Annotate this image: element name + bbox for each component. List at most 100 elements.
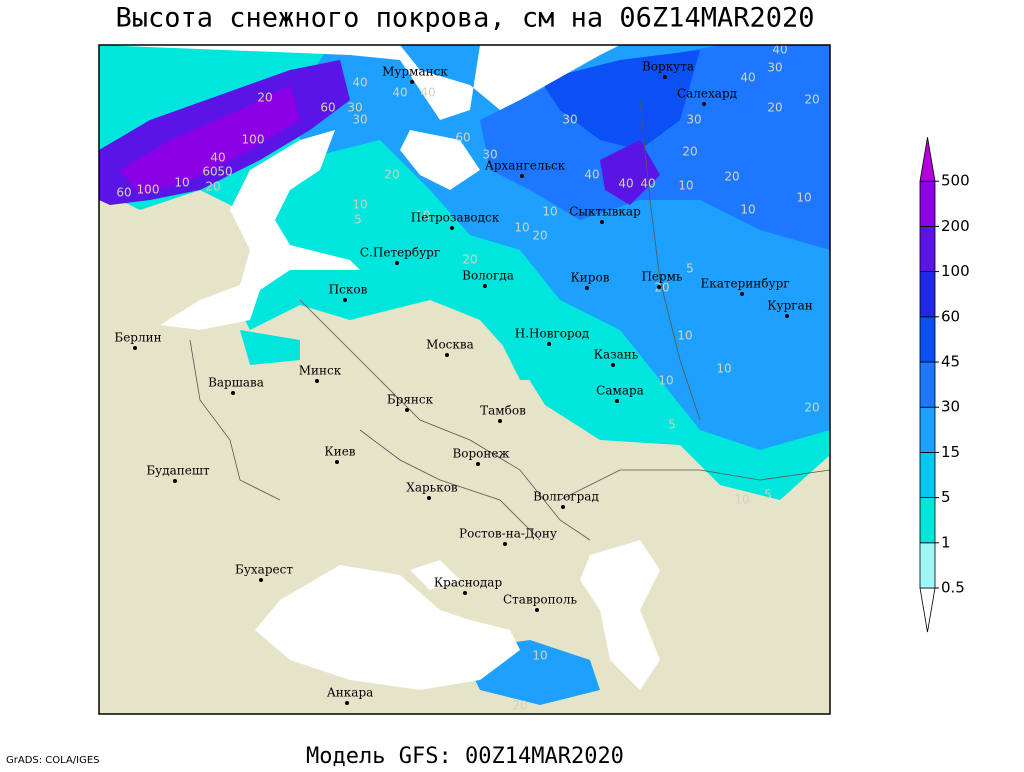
- city-label: Салехард: [677, 87, 737, 101]
- legend-label: 60: [941, 307, 960, 325]
- legend-box: [919, 361, 936, 408]
- legend-label: 1: [941, 533, 951, 551]
- legend-box: [919, 542, 936, 589]
- city-label: Киев: [324, 445, 355, 459]
- city-label: Волгоград: [533, 490, 599, 504]
- city-dot: [259, 578, 263, 582]
- contour-label: 20: [767, 101, 782, 115]
- snow-scandinavia-peak: [120, 85, 300, 195]
- city-dot: [547, 342, 551, 346]
- contour-label: 10: [716, 362, 731, 376]
- city-dot: [133, 346, 137, 350]
- legend-label: 0.5: [941, 579, 965, 597]
- legend-box: [919, 316, 936, 363]
- caspian-sea: [580, 540, 660, 690]
- city-label: Краснодар: [434, 576, 503, 590]
- city-dot: [231, 391, 235, 395]
- contour-label: 20: [205, 180, 220, 194]
- border: [559, 469, 831, 501]
- city-label: Минск: [299, 364, 342, 378]
- contour-label: 10: [796, 191, 811, 205]
- legend-high: [919, 137, 936, 182]
- contour-label: 60: [455, 131, 470, 145]
- city-label: Екатеринбург: [700, 277, 789, 291]
- legend-box: [919, 406, 936, 453]
- legend-label: 30: [941, 398, 960, 416]
- border: [359, 429, 541, 541]
- snow-urals: [600, 140, 660, 205]
- baltic-sea: [160, 130, 360, 330]
- city-dot: [520, 174, 524, 178]
- contour-label: 20: [512, 699, 527, 713]
- city-label: Воронеж: [452, 447, 509, 461]
- snow-deeper: [540, 50, 700, 150]
- city-label: Петрозаводск: [411, 211, 500, 225]
- city-dot: [657, 285, 661, 289]
- contour-label: 20: [682, 145, 697, 159]
- contour-label: 40: [640, 177, 655, 191]
- city-dot: [740, 292, 744, 296]
- legend-label: 15: [941, 443, 960, 461]
- contour-label: 60: [116, 186, 131, 200]
- contour-label: 40: [618, 177, 633, 191]
- city-label: Берлин: [114, 331, 161, 345]
- contour-label: 10: [678, 179, 693, 193]
- city-dot: [600, 220, 604, 224]
- azov-sea: [410, 560, 460, 590]
- contour-label: 60: [320, 101, 335, 115]
- city-label: Архангельск: [485, 159, 566, 173]
- contour-label: 10: [734, 493, 749, 507]
- contour-label: 10: [415, 209, 430, 223]
- contour-label: 30: [352, 113, 367, 127]
- footer-left: GrADS: COLA/IGES: [6, 755, 100, 766]
- contour-label: 20: [804, 93, 819, 107]
- city-dot: [702, 102, 706, 106]
- border: [639, 99, 701, 421]
- city-dot: [410, 80, 414, 84]
- contour-label: 30: [686, 113, 701, 127]
- legend-box: [919, 271, 936, 318]
- city-dot: [343, 298, 347, 302]
- contour-label: 5: [764, 488, 772, 502]
- map-frame: [98, 44, 831, 715]
- city-dot: [561, 505, 565, 509]
- city-label: Варшава: [208, 376, 264, 390]
- legend-label: 45: [941, 353, 960, 371]
- legend-low: [919, 587, 936, 633]
- contour-label: 40: [772, 43, 787, 57]
- contour-label: 10: [174, 176, 189, 190]
- city-dot: [585, 286, 589, 290]
- city-label: Ставрополь: [503, 593, 577, 607]
- city-dot: [611, 363, 615, 367]
- city-dot: [463, 591, 467, 595]
- city-dot: [615, 399, 619, 403]
- contour-label: 30: [767, 61, 782, 75]
- borders: [189, 99, 831, 541]
- contour-label: 10: [352, 198, 367, 212]
- city-dot: [483, 284, 487, 288]
- border: [299, 299, 591, 541]
- contour-label: 100: [137, 183, 160, 197]
- contour-label: 40: [584, 168, 599, 182]
- barents-sea: [99, 45, 620, 120]
- city-label: Анкара: [327, 686, 374, 700]
- city-dot: [427, 496, 431, 500]
- city-label: С.Петербург: [360, 246, 440, 260]
- contour-label: 20: [804, 401, 819, 415]
- city-label: Москва: [426, 338, 474, 352]
- city-label: Будапешт: [146, 464, 210, 478]
- contour-label: 20: [462, 253, 477, 267]
- contour-label: 10: [532, 649, 547, 663]
- border: [189, 339, 281, 501]
- city-label: Пермь: [641, 270, 683, 284]
- contour-label: 30: [562, 113, 577, 127]
- city-dot: [173, 479, 177, 483]
- contour-label: 10: [542, 205, 557, 219]
- contour-label: 10: [740, 203, 755, 217]
- legend-label: 100: [941, 262, 970, 280]
- city-label: Казань: [594, 348, 639, 362]
- city-dot: [335, 460, 339, 464]
